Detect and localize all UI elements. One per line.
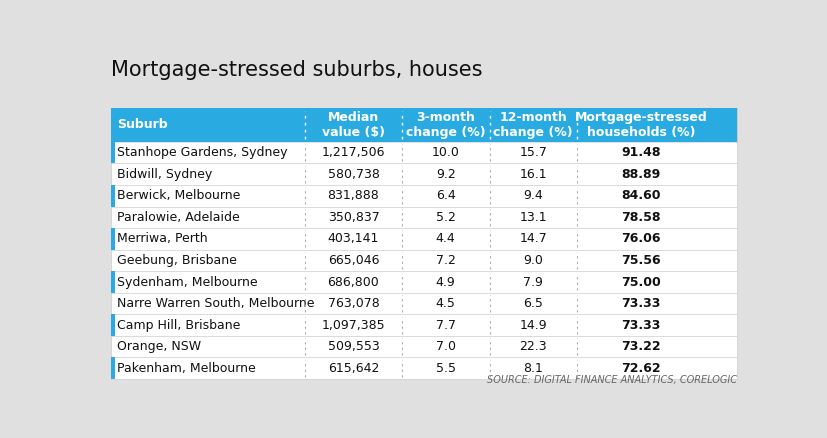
Text: 14.7: 14.7	[519, 233, 547, 245]
Text: 686,800: 686,800	[327, 276, 380, 289]
Bar	[111, 228, 115, 250]
Text: 4.5: 4.5	[436, 297, 456, 310]
Text: 1,217,506: 1,217,506	[322, 146, 385, 159]
Text: Berwick, Melbourne: Berwick, Melbourne	[117, 189, 241, 202]
Text: 831,888: 831,888	[327, 189, 380, 202]
Text: Geebung, Brisbane: Geebung, Brisbane	[117, 254, 237, 267]
Text: Stanhope Gardens, Sydney: Stanhope Gardens, Sydney	[117, 146, 288, 159]
Bar	[111, 271, 115, 293]
Text: Paralowie, Adelaide: Paralowie, Adelaide	[117, 211, 240, 224]
Bar	[111, 336, 737, 357]
Bar	[111, 250, 737, 271]
Text: Sydenham, Melbourne: Sydenham, Melbourne	[117, 276, 258, 289]
Text: 84.60: 84.60	[621, 189, 661, 202]
Text: 9.0: 9.0	[523, 254, 543, 267]
Text: 5.2: 5.2	[436, 211, 456, 224]
Text: SOURCE: DIGITAL FINANCE ANALYTICS, CORELOGIC: SOURCE: DIGITAL FINANCE ANALYTICS, COREL…	[486, 375, 737, 385]
Text: 1,097,385: 1,097,385	[322, 318, 385, 332]
Bar	[111, 185, 115, 207]
Bar	[111, 357, 737, 379]
Text: 6.4: 6.4	[436, 189, 456, 202]
Text: 8.1: 8.1	[523, 362, 543, 375]
Bar	[111, 228, 737, 250]
Text: 75.56: 75.56	[621, 254, 661, 267]
Bar	[111, 108, 737, 142]
Text: 14.9: 14.9	[519, 318, 547, 332]
Text: 15.7: 15.7	[519, 146, 547, 159]
Text: 763,078: 763,078	[327, 297, 380, 310]
Text: 350,837: 350,837	[327, 211, 380, 224]
Bar	[111, 142, 115, 163]
Text: 91.48: 91.48	[621, 146, 661, 159]
Text: 4.4: 4.4	[436, 233, 456, 245]
Bar	[111, 142, 737, 163]
Text: 7.7: 7.7	[436, 318, 456, 332]
Text: Suburb: Suburb	[117, 118, 168, 131]
Text: 5.5: 5.5	[436, 362, 456, 375]
Text: 73.22: 73.22	[621, 340, 661, 353]
Text: 75.00: 75.00	[621, 276, 661, 289]
Bar	[111, 185, 737, 207]
Bar	[111, 207, 737, 228]
Text: 73.33: 73.33	[621, 318, 661, 332]
Text: 10.0: 10.0	[432, 146, 460, 159]
Text: Mortgage-stressed
households (%): Mortgage-stressed households (%)	[575, 111, 708, 139]
Text: 4.9: 4.9	[436, 276, 456, 289]
Text: Mortgage-stressed suburbs, houses: Mortgage-stressed suburbs, houses	[111, 60, 483, 80]
Bar	[111, 108, 737, 379]
Text: 72.62: 72.62	[621, 362, 661, 375]
Text: 76.06: 76.06	[621, 233, 661, 245]
Text: 88.89: 88.89	[622, 168, 661, 181]
Text: 7.0: 7.0	[436, 340, 456, 353]
Text: Camp Hill, Brisbane: Camp Hill, Brisbane	[117, 318, 241, 332]
Text: 3-month
change (%): 3-month change (%)	[406, 111, 485, 139]
Text: 615,642: 615,642	[327, 362, 379, 375]
Bar	[111, 293, 737, 314]
Text: Narre Warren South, Melbourne: Narre Warren South, Melbourne	[117, 297, 315, 310]
Bar	[111, 271, 737, 293]
Text: Orange, NSW: Orange, NSW	[117, 340, 202, 353]
Text: 580,738: 580,738	[327, 168, 380, 181]
Text: 9.2: 9.2	[436, 168, 456, 181]
Text: 9.4: 9.4	[523, 189, 543, 202]
Text: Merriwa, Perth: Merriwa, Perth	[117, 233, 208, 245]
Text: Pakenham, Melbourne: Pakenham, Melbourne	[117, 362, 256, 375]
Text: 13.1: 13.1	[519, 211, 547, 224]
Bar	[111, 357, 115, 379]
Text: 73.33: 73.33	[621, 297, 661, 310]
Bar	[111, 163, 737, 185]
Text: 22.3: 22.3	[519, 340, 547, 353]
Bar	[111, 314, 737, 336]
Text: 7.2: 7.2	[436, 254, 456, 267]
Text: 6.5: 6.5	[523, 297, 543, 310]
Text: Bidwill, Sydney: Bidwill, Sydney	[117, 168, 213, 181]
Text: 665,046: 665,046	[327, 254, 380, 267]
Text: 78.58: 78.58	[621, 211, 661, 224]
Text: Median
value ($): Median value ($)	[322, 111, 385, 139]
Text: 7.9: 7.9	[523, 276, 543, 289]
Bar	[111, 314, 115, 336]
Text: 16.1: 16.1	[519, 168, 547, 181]
Text: 403,141: 403,141	[327, 233, 379, 245]
Text: 12-month
change (%): 12-month change (%)	[494, 111, 573, 139]
Text: 509,553: 509,553	[327, 340, 380, 353]
